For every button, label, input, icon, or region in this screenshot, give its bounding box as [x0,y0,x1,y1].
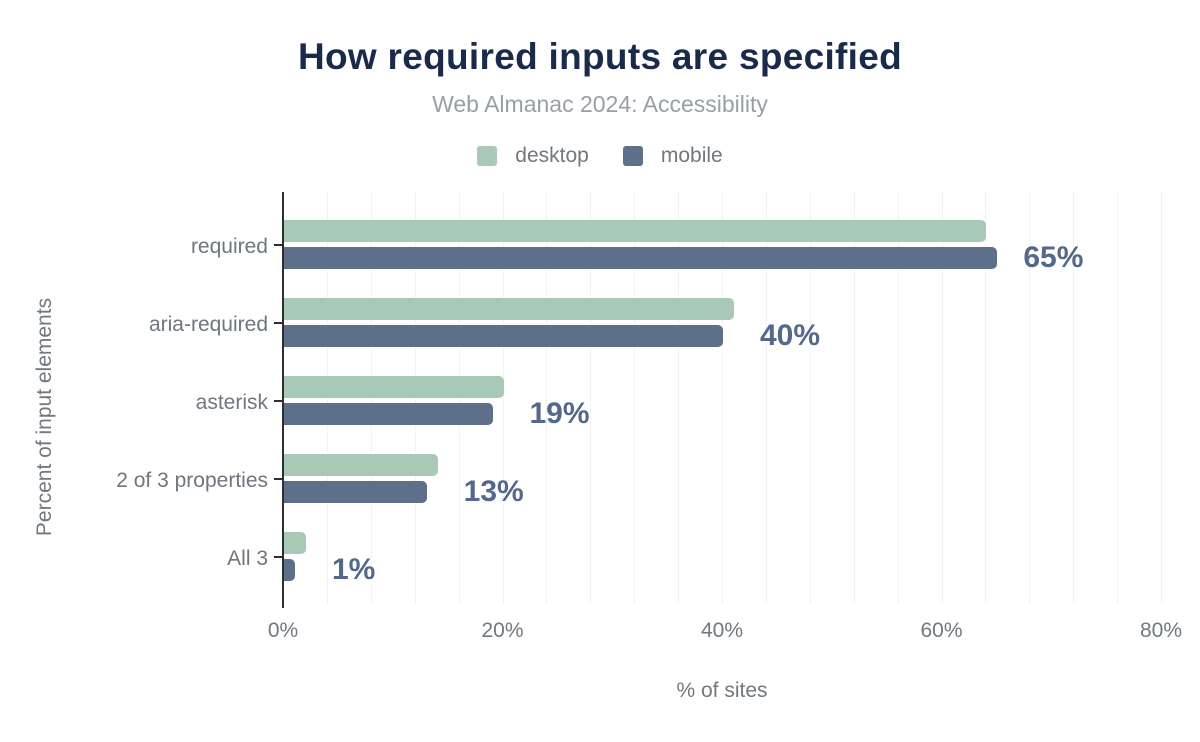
bar-mobile-required [284,247,998,269]
value-label: 19% [529,397,590,430]
category-label: 2 of 3 properties [116,468,268,492]
gridline [1117,192,1119,603]
gridline [678,192,680,603]
category-label: aria-required [148,312,268,336]
bar-desktop-aria-required [284,298,734,320]
bar-desktop-All-3 [284,532,306,554]
bar-desktop-required [284,220,987,242]
y-axis-tick [274,321,283,324]
legend: desktop mobile [0,144,1200,168]
x-axis-title: % of sites [676,679,768,702]
value-label: 65% [1023,241,1084,274]
gridline [1073,192,1075,603]
gridline [985,192,987,603]
gridline [765,192,767,603]
x-tick-label: 80% [1139,619,1183,642]
gridline [853,192,855,603]
x-tick-label: 20% [481,619,524,642]
value-label: 1% [331,553,376,586]
x-tick-label: 60% [920,619,963,642]
gridline [1161,192,1162,603]
gridline [1029,192,1031,603]
y-axis-tick [274,243,283,246]
gridline [941,192,943,603]
bar-mobile-2-of-3-properties [284,481,427,503]
bar-mobile-All-3 [284,559,295,581]
bar-mobile-aria-required [284,325,723,347]
legend-label-desktop: desktop [515,144,589,167]
value-label: 40% [759,319,821,352]
gridline [590,192,592,603]
category-label: asterisk [195,390,268,414]
legend-item-desktop[interactable]: desktop [477,144,589,168]
bar-desktop-asterisk [284,376,504,398]
category-label: required [190,234,268,258]
x-tick-label: 0% [267,619,299,642]
bar-desktop-2-of-3-properties [284,454,438,476]
y-axis-tick [274,399,283,402]
gridline [809,192,811,603]
legend-swatch-desktop [477,146,498,166]
gridline [502,192,504,603]
chart-subtitle: Web Almanac 2024: Accessibility [432,91,768,117]
legend-label-mobile: mobile [660,144,723,167]
category-label: All 3 [227,546,268,570]
x-tick-label: 40% [700,619,744,642]
y-axis-tick [274,477,283,480]
bar-mobile-asterisk [284,403,493,425]
gridline [897,192,899,603]
gridline [634,192,636,603]
gridline [722,192,723,603]
legend-swatch-mobile [622,146,643,166]
chart-title: How required inputs are specified [297,36,903,77]
value-label: 13% [463,475,524,508]
y-axis-tick [274,555,283,558]
gridline [546,192,548,603]
legend-item-mobile[interactable]: mobile [622,144,723,168]
y-axis-line [282,192,284,608]
